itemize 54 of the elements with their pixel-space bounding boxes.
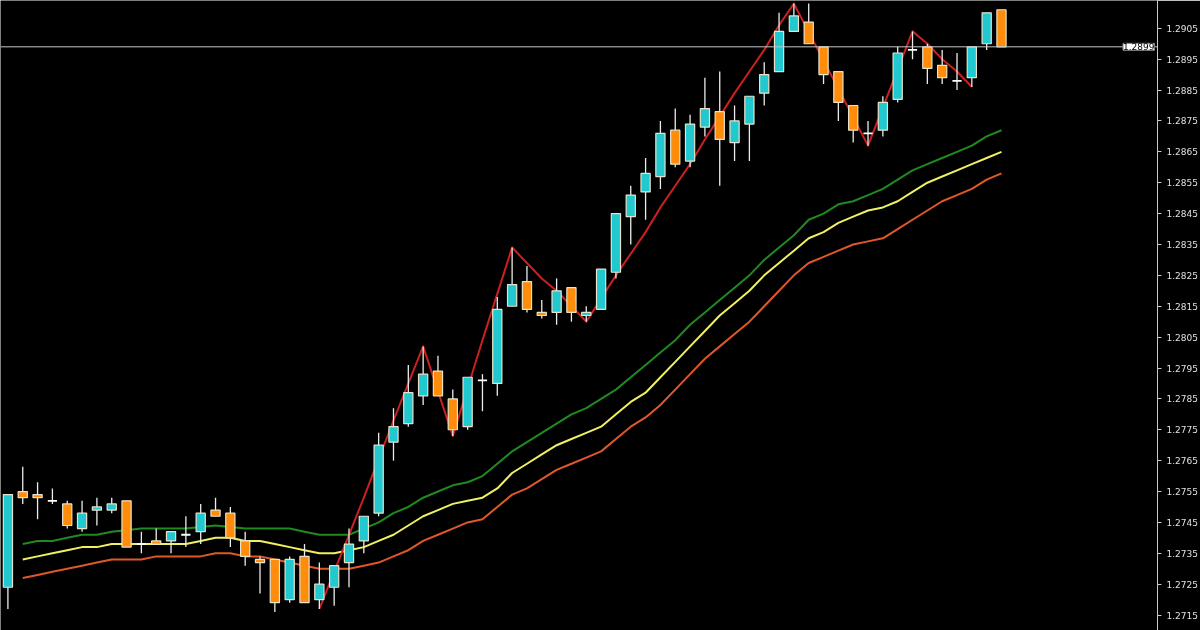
y-tick-label: 1.2905: [1166, 23, 1198, 34]
candlestick: [759, 61, 770, 107]
y-tick-label: 1.2805: [1166, 332, 1198, 343]
y-tick-label: 1.2715: [1166, 610, 1198, 621]
ref-line-label: 1.2899: [1123, 42, 1155, 53]
candlestick: [180, 515, 192, 548]
candlestick: [506, 246, 518, 307]
candlestick: [239, 531, 251, 567]
candlestick: [417, 345, 429, 406]
y-tick-label: 1.2815: [1166, 301, 1198, 312]
candlestick: [625, 185, 636, 246]
candlestick: [729, 104, 740, 162]
y-tick-label: 1.2725: [1166, 579, 1198, 590]
candlestick: [254, 555, 266, 595]
candlestick: [388, 407, 399, 462]
candlestick: [328, 565, 340, 607]
y-tick-label: 1.2875: [1166, 116, 1198, 127]
candlestick: [343, 527, 355, 588]
candlestick: [165, 531, 177, 554]
candlestick: [907, 30, 919, 60]
candlestick: [699, 77, 711, 138]
candlestick: [195, 503, 206, 545]
candlestick: [862, 120, 874, 147]
y-tick-label: 1.2895: [1166, 54, 1198, 65]
y-tick-label: 1.2785: [1166, 394, 1198, 405]
candlestick: [536, 299, 547, 320]
candlestick: [640, 157, 651, 221]
y-tick-label: 1.2755: [1166, 487, 1198, 498]
y-tick-label: 1.2845: [1166, 209, 1198, 220]
candlestick: [135, 531, 147, 554]
y-tick-label: 1.2885: [1166, 85, 1198, 96]
candlestick: [476, 373, 488, 412]
y-tick-label: 1.2855: [1166, 178, 1198, 189]
candlestick: [17, 466, 28, 505]
candlestick: [803, 2, 814, 45]
y-tick-label: 1.2835: [1166, 239, 1198, 250]
candlestick: [551, 277, 562, 326]
candlestick: [314, 561, 325, 610]
y-tick-label: 1.2735: [1166, 548, 1198, 559]
y-tick-label: 1.2795: [1166, 363, 1198, 374]
y-tick-label: 1.2775: [1166, 425, 1198, 436]
candlestick: [62, 500, 73, 530]
candlestick: [32, 481, 43, 520]
candlestick: [936, 49, 948, 85]
candlestick: [951, 52, 963, 91]
candlestick: [922, 43, 933, 85]
y-tick-label: 1.2825: [1166, 270, 1198, 281]
y-tick-label: 1.2865: [1166, 147, 1198, 158]
candlestick: [788, 2, 800, 33]
candlestick: [210, 497, 221, 517]
y-tick-label: 1.2765: [1166, 456, 1198, 467]
candlestick: [76, 500, 88, 533]
candlestick: [91, 497, 103, 527]
y-tick-label: 1.2745: [1166, 517, 1198, 528]
